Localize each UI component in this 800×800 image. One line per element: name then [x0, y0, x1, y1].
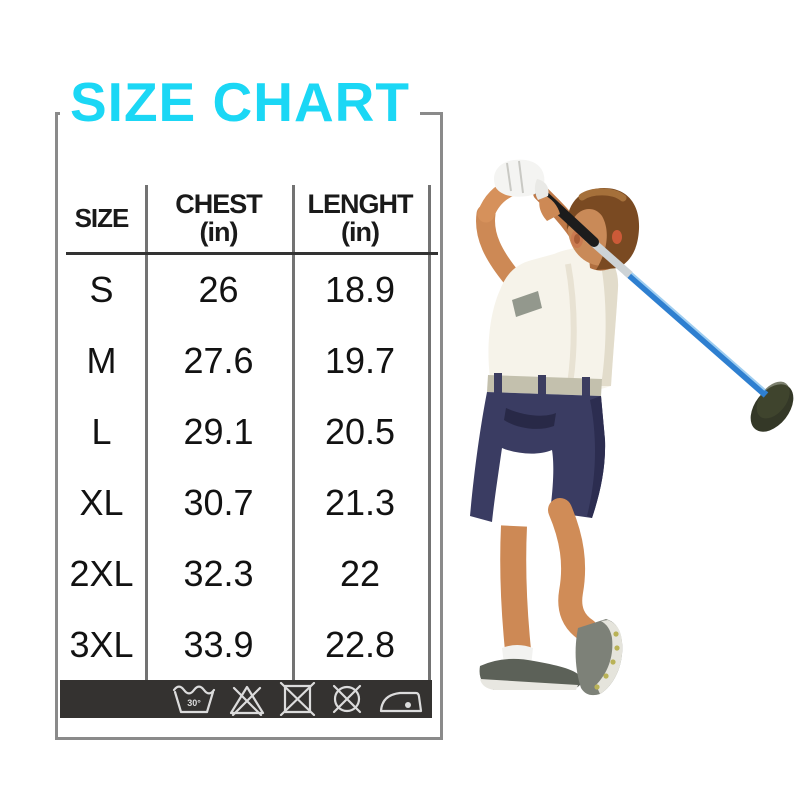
wash-30-icon: 30°	[172, 685, 216, 714]
table-row: L 29.1 20.5	[58, 397, 431, 468]
table-header: SIZE CHEST (in) LENGHT (in)	[58, 185, 428, 252]
chest-cell: 27.6	[183, 340, 254, 382]
golfer-glove	[494, 159, 560, 221]
golfer-shoes	[479, 619, 623, 696]
club-shaft	[623, 269, 769, 398]
length-cell: 19.7	[324, 340, 396, 382]
table-row: 2XL 32.3 22	[58, 538, 431, 609]
golfer-arm	[476, 204, 522, 288]
chest-cell: 33.9	[183, 623, 254, 665]
length-cell: 21.3	[324, 481, 396, 523]
golfer-belt	[487, 373, 602, 398]
table-row: S 26 18.9	[58, 255, 431, 326]
column-header-length: LENGHT (in)	[307, 188, 414, 247]
golfer-shorts	[470, 392, 606, 522]
column-header-size: SIZE	[74, 203, 130, 234]
size-table-body: S 26 18.9 M 27.6 19.7 L 29.1 20.5 XL 30.…	[58, 255, 431, 680]
golf-club	[533, 185, 794, 432]
svg-text:30°: 30°	[187, 698, 201, 708]
table-row: XL 30.7 21.3	[58, 467, 431, 538]
length-cell: 20.5	[324, 411, 396, 453]
size-cell: M	[86, 340, 117, 382]
chest-cell: 26	[198, 269, 239, 311]
column-header-chest: CHEST (in)	[175, 188, 263, 247]
table-row: M 27.6 19.7	[58, 326, 431, 397]
length-cell: 22.8	[324, 623, 396, 665]
do-not-bleach-icon	[229, 685, 265, 716]
column-divider	[428, 185, 431, 680]
header-underline	[66, 252, 438, 255]
golfer-illustration	[470, 159, 794, 696]
size-cell: S	[89, 269, 114, 311]
size-cell: L	[91, 411, 112, 453]
care-instructions-bar: 30°	[60, 680, 432, 718]
do-not-tumble-dry-icon	[279, 682, 316, 716]
chest-cell: 30.7	[183, 481, 254, 523]
chest-cell: 29.1	[183, 411, 254, 453]
chest-cell: 32.3	[183, 552, 254, 594]
length-cell: 18.9	[324, 269, 396, 311]
column-divider	[145, 185, 148, 680]
length-cell: 22	[339, 552, 381, 594]
size-cell: XL	[79, 481, 124, 523]
size-chart-box: SIZE CHEST (in) LENGHT (in) S 26 18.9 M 27…	[55, 112, 443, 740]
golfer-leg	[500, 525, 531, 652]
iron-icon	[379, 691, 423, 713]
do-not-dry-clean-icon	[332, 684, 362, 714]
golfer-leg	[548, 498, 598, 642]
size-cell: 3XL	[69, 623, 134, 665]
column-divider	[292, 185, 295, 680]
page-title: SIZE CHART	[60, 73, 420, 132]
table-row: 3XL 33.9 22.8	[58, 609, 431, 680]
size-cell: 2XL	[69, 552, 134, 594]
